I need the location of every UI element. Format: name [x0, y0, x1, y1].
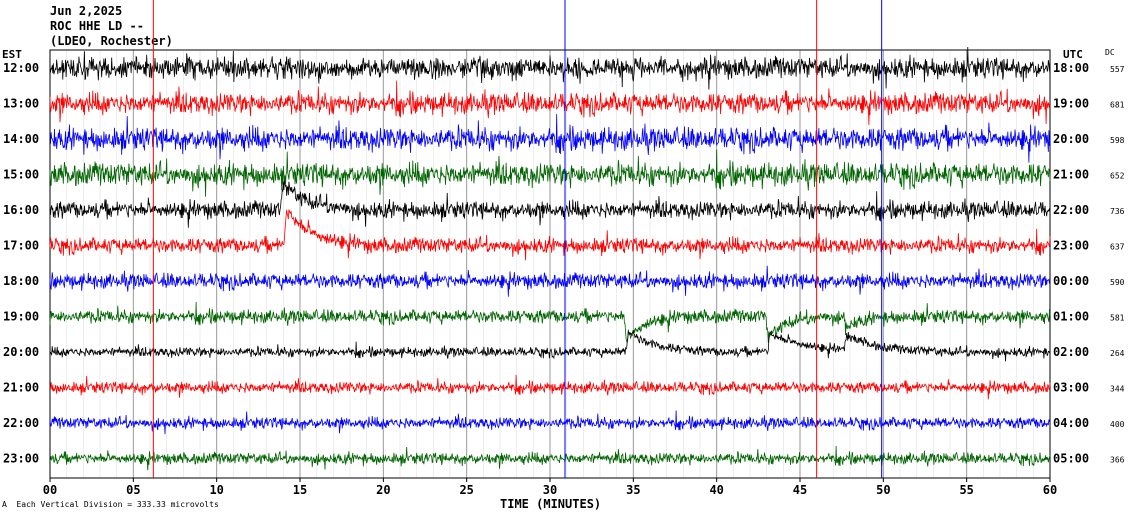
est-hour-label: 19:00 [3, 310, 39, 324]
x-tick-label: 10 [209, 483, 223, 497]
dc-offset-value: 366 [1110, 456, 1125, 465]
dc-offset-value: 400 [1110, 420, 1125, 429]
utc-hour-label: 05:00 [1053, 452, 1089, 466]
est-hour-label: 16:00 [3, 203, 39, 217]
dc-offset-value: 581 [1110, 314, 1125, 323]
dc-offset-value: 557 [1110, 65, 1125, 74]
station-title: ROC HHE LD -- [50, 19, 144, 33]
x-tick-label: 05 [126, 483, 140, 497]
trace-row-1600 [49, 180, 1051, 228]
trace-row-1900 [49, 301, 1051, 344]
utc-hour-label: 03:00 [1053, 381, 1089, 395]
dc-offset-value: 652 [1110, 172, 1125, 181]
dc-column-label: DC [1105, 48, 1115, 57]
est-hour-label: 20:00 [3, 345, 39, 359]
scale-mark: A [2, 500, 7, 509]
utc-hour-label: 23:00 [1053, 239, 1089, 253]
dc-offset-value: 681 [1110, 101, 1125, 110]
est-hour-label: 14:00 [3, 132, 39, 146]
utc-hour-label: 22:00 [1053, 203, 1089, 217]
est-hour-label: 12:00 [3, 61, 39, 75]
x-tick-label: 60 [1043, 483, 1057, 497]
utc-hour-label: 18:00 [1053, 61, 1089, 75]
network-label: (LDEO, Rochester) [50, 34, 173, 48]
scale-note-text: Each Vertical Division = 333.33 microvol… [16, 500, 219, 509]
dc-offset-value: 590 [1110, 278, 1125, 287]
utc-hour-label: 20:00 [1053, 132, 1089, 146]
dc-offset-value: 344 [1110, 385, 1125, 394]
trace-row-1700 [49, 209, 1051, 261]
utc-hour-label: 02:00 [1053, 345, 1089, 359]
utc-hour-label: 19:00 [1053, 97, 1089, 111]
x-axis-title: TIME (MINUTES) [500, 497, 602, 511]
est-hour-label: 22:00 [3, 416, 39, 430]
x-tick-label: 35 [626, 483, 640, 497]
est-hour-label: 23:00 [3, 452, 39, 466]
trace-row-2000 [49, 330, 1051, 362]
trace-row-1500 [49, 149, 1051, 197]
utc-hour-label: 04:00 [1053, 416, 1089, 430]
trace-row-2100 [49, 375, 1051, 400]
trace-row-1400 [49, 114, 1051, 163]
x-tick-label: 30 [543, 483, 557, 497]
est-hour-label: 21:00 [3, 381, 39, 395]
est-hour-label: 13:00 [3, 97, 39, 111]
trace-row-1200 [49, 47, 1051, 90]
x-tick-label: 15 [293, 483, 307, 497]
dc-offset-value: 637 [1110, 243, 1125, 252]
trace-row-2200 [49, 410, 1051, 435]
dc-offset-value: 598 [1110, 136, 1125, 145]
est-hour-label: 17:00 [3, 239, 39, 253]
trace-row-2300 [49, 446, 1051, 471]
x-tick-label: 55 [959, 483, 973, 497]
utc-hour-label: 00:00 [1053, 274, 1089, 288]
utc-hour-label: 01:00 [1053, 310, 1089, 324]
utc-timezone-label: UTC [1063, 48, 1083, 61]
scale-note: A Each Vertical Division = 333.33 microv… [2, 500, 219, 509]
trace-row-1800 [49, 265, 1051, 297]
x-tick-label: 45 [793, 483, 807, 497]
dc-offset-value: 736 [1110, 207, 1125, 216]
est-hour-label: 15:00 [3, 168, 39, 182]
trace-row-1300 [49, 80, 1051, 126]
x-tick-label: 00 [43, 483, 57, 497]
x-tick-label: 25 [459, 483, 473, 497]
dc-offset-value: 264 [1110, 349, 1125, 358]
plot-date: Jun 2,2025 [50, 4, 123, 18]
est-hour-label: 18:00 [3, 274, 39, 288]
x-tick-label: 20 [376, 483, 390, 497]
utc-hour-label: 21:00 [1053, 168, 1089, 182]
est-timezone-label: EST [2, 48, 22, 61]
x-tick-label: 50 [876, 483, 890, 497]
x-tick-label: 40 [709, 483, 723, 497]
